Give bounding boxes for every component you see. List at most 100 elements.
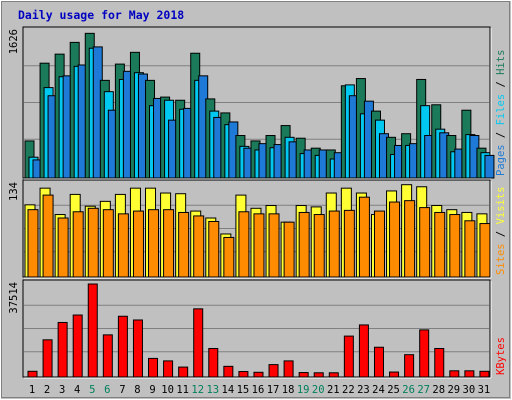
x-tick-label-2: 2	[44, 384, 50, 396]
x-tick-label-24: 24	[372, 384, 385, 396]
bar-kbytes-24	[373, 346, 384, 378]
bar-kbytes-14	[223, 365, 234, 378]
bar-kbytes-23	[358, 324, 369, 378]
bar-kbytes-5	[87, 283, 98, 378]
bar-kbytes-26	[404, 354, 415, 378]
bar-kbytes-29	[449, 370, 460, 378]
x-tick-label-3: 3	[59, 384, 65, 396]
x-tick-label-22: 22	[342, 384, 355, 396]
legend-item-files: Files	[495, 94, 507, 126]
bar-sites-26	[404, 200, 416, 278]
x-tick-label-18: 18	[282, 384, 295, 396]
bar-sites-19	[298, 211, 310, 278]
legend-separator: /	[495, 125, 507, 144]
x-tick-label-19: 19	[297, 384, 310, 396]
bar-sites-24	[373, 210, 385, 278]
x-tick-label-15: 15	[237, 384, 250, 396]
x-tick-label-29: 29	[447, 384, 460, 396]
x-tick-label-12: 12	[191, 384, 204, 396]
bar-kbytes-10	[163, 360, 174, 378]
bar-sites-16	[253, 213, 265, 278]
bar-sites-11	[178, 211, 190, 278]
bar-kbytes-6	[102, 334, 113, 378]
bar-kbytes-15	[238, 371, 249, 378]
bar-sites-22	[343, 209, 355, 278]
y-axis-max-label: 1626	[8, 29, 20, 54]
x-tick-label-7: 7	[119, 384, 125, 396]
bar-kbytes-4	[72, 314, 83, 378]
bar-kbytes-22	[343, 335, 354, 378]
legend-separator: /	[495, 75, 507, 94]
bar-kbytes-17	[268, 364, 279, 378]
x-tick-label-13: 13	[206, 384, 219, 396]
bar-kbytes-19	[298, 372, 309, 378]
bar-sites-17	[268, 213, 280, 278]
x-tick-label-14: 14	[222, 384, 235, 396]
bar-sites-20	[313, 214, 325, 278]
bar-kbytes-2	[42, 339, 53, 378]
bar-sites-12	[193, 215, 205, 278]
bar-kbytes-25	[389, 371, 400, 378]
x-tick-label-1: 1	[29, 384, 35, 396]
bar-sites-29	[449, 214, 461, 278]
x-tick-label-30: 30	[463, 384, 476, 396]
legend-hits-files-pages: Pages / Files / Hits	[495, 50, 507, 176]
bar-kbytes-12	[193, 308, 204, 378]
x-tick-label-9: 9	[149, 384, 155, 396]
bar-sites-3	[57, 217, 69, 278]
legend-kbytes: KBytes	[495, 337, 507, 375]
bar-sites-2	[42, 194, 54, 278]
bar-kbytes-20	[313, 372, 324, 378]
bar-kbytes-7	[117, 315, 128, 378]
bar-sites-13	[208, 220, 220, 278]
bar-sites-4	[72, 211, 84, 278]
bar-kbytes-18	[283, 360, 294, 378]
x-tick-label-10: 10	[161, 384, 174, 396]
x-tick-label-20: 20	[312, 384, 325, 396]
legend-visits-sites: Sites / Visits	[495, 186, 507, 275]
bar-sites-5	[87, 207, 99, 278]
legend-separator: /	[495, 224, 507, 243]
x-tick-label-28: 28	[432, 384, 445, 396]
bar-sites-27	[419, 207, 431, 278]
x-tick-label-5: 5	[89, 384, 95, 396]
bar-kbytes-27	[419, 329, 430, 378]
x-tick-label-16: 16	[252, 384, 265, 396]
bar-kbytes-28	[434, 347, 445, 378]
bar-kbytes-9	[148, 357, 159, 378]
x-tick-label-25: 25	[387, 384, 400, 396]
x-tick-label-11: 11	[176, 384, 189, 396]
bar-kbytes-3	[57, 321, 68, 378]
legend-item-hits: Hits	[495, 50, 507, 75]
bar-sites-15	[238, 211, 250, 278]
bar-sites-21	[328, 210, 340, 278]
legend-item-visits: Visits	[495, 186, 507, 224]
bar-sites-31	[479, 223, 491, 278]
bar-sites-23	[358, 196, 370, 278]
bar-pages-31	[484, 154, 495, 179]
legend-item-kbytes: KBytes	[495, 337, 507, 375]
bar-sites-14	[223, 236, 235, 278]
bar-sites-1	[27, 209, 39, 278]
legend-item-pages: Pages	[495, 144, 507, 176]
x-tick-label-4: 4	[74, 384, 80, 396]
bar-kbytes-11	[178, 366, 189, 378]
x-tick-label-6: 6	[104, 384, 110, 396]
x-tick-label-26: 26	[402, 384, 415, 396]
legend-item-sites: Sites	[495, 243, 507, 275]
bar-kbytes-31	[479, 370, 490, 378]
x-tick-label-8: 8	[134, 384, 140, 396]
bar-kbytes-21	[328, 372, 339, 378]
bar-sites-6	[102, 209, 114, 278]
bar-kbytes-1	[27, 370, 38, 378]
y-axis-max-label: 134	[8, 182, 20, 201]
bar-sites-18	[283, 221, 295, 278]
bar-kbytes-30	[464, 370, 475, 378]
x-tick-label-31: 31	[478, 384, 491, 396]
y-axis-max-label: 37514	[8, 282, 20, 314]
x-tick-label-23: 23	[357, 384, 370, 396]
bar-sites-9	[148, 209, 160, 278]
